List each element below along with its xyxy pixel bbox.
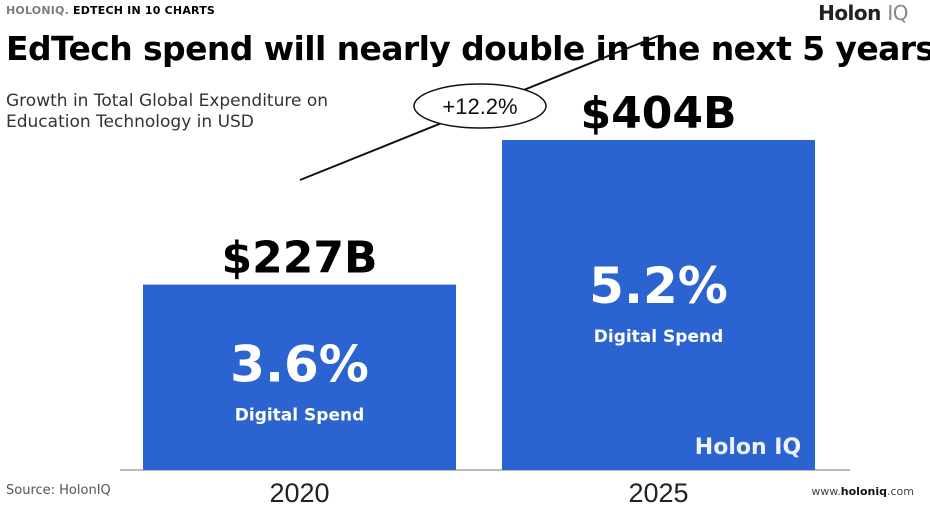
logo-word: Holon — [818, 1, 881, 25]
digital-caption-2025: Digital Spend — [594, 327, 724, 347]
source-note: Source: HolonIQ — [6, 483, 111, 498]
watermark-logo: Holon IQ — [695, 435, 801, 460]
x-tick-2020: 2020 — [269, 478, 329, 507]
x-tick-2025: 2025 — [628, 478, 688, 507]
chart-subtitle: Growth in Total Global Expenditure on Ed… — [6, 91, 329, 132]
digital-caption-2020: Digital Spend — [235, 406, 365, 426]
digital-share-2020: 3.6% — [230, 336, 369, 394]
digital-share-2025: 5.2% — [589, 257, 728, 315]
bar-2025 — [502, 140, 815, 470]
holoniq-logo: Holon IQ — [818, 1, 908, 25]
page-title: EdTech spend will nearly double in the n… — [6, 29, 930, 68]
url-prefix: www. — [811, 485, 841, 498]
logo-iq: IQ — [887, 1, 908, 25]
kicker: HOLONIQ. EDTECH IN 10 CHARTS — [6, 4, 215, 17]
bar-2020 — [143, 284, 456, 470]
kicker-brand: HOLONIQ. — [6, 4, 69, 17]
value-label-2025: $404B — [581, 88, 737, 139]
value-label-2020: $227B — [222, 233, 378, 284]
growth-badge — [413, 83, 547, 129]
url-suffix: .com — [887, 485, 914, 498]
kicker-section: EDTECH IN 10 CHARTS — [73, 4, 216, 17]
growth-badge-label: +12.2% — [442, 94, 517, 119]
site-url: www.holoniq.com — [811, 485, 914, 498]
url-brand: holoniq — [840, 485, 887, 498]
